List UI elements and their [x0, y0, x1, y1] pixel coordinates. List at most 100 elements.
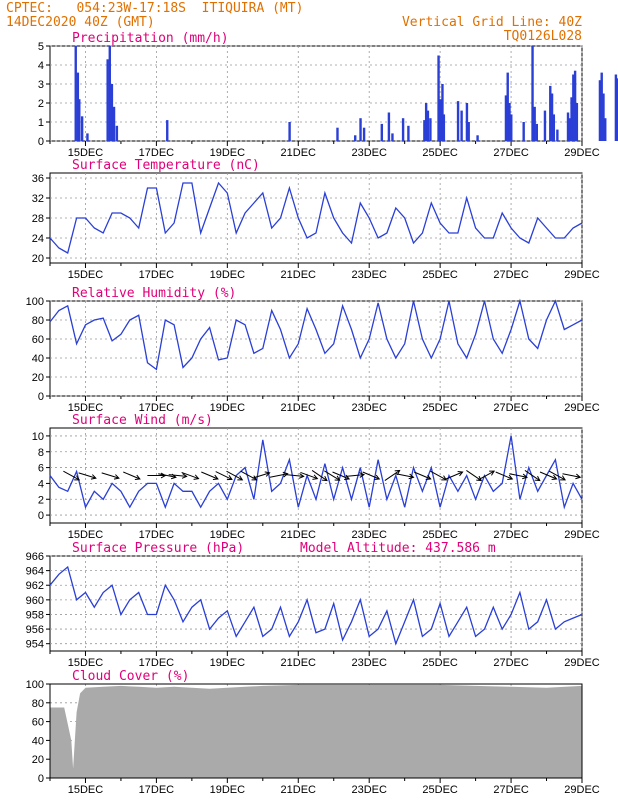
date-label: 25DEC: [422, 147, 458, 159]
y-tick-label: 954: [26, 639, 44, 651]
precip-bar: [600, 72, 603, 141]
precip-bar: [556, 129, 559, 141]
precip-bar: [504, 95, 508, 141]
precip-bar: [573, 70, 577, 141]
date-label: 21DEC: [281, 657, 317, 669]
date-label: 29DEC: [564, 784, 600, 796]
y-tick-label: 3: [38, 79, 44, 91]
precip-bar: [543, 110, 547, 141]
y-tick-label: 2: [38, 494, 44, 506]
precip-bar: [570, 97, 573, 141]
wind-arrow: [395, 473, 415, 480]
precip-bar: [552, 114, 556, 141]
panel-5: Surface Pressure (hPa) Model Altitude: 43…: [26, 541, 600, 669]
wind-arrow: [539, 471, 558, 481]
precip-bar: [522, 122, 525, 141]
y-tick-label: 24: [32, 233, 44, 245]
precip-bar: [572, 74, 575, 141]
precip-bar: [424, 103, 428, 141]
precip-bar: [407, 125, 410, 141]
date-label: 27DEC: [493, 269, 529, 281]
panel-frame-top: [49, 683, 583, 779]
precip-bar: [604, 118, 607, 141]
precip-bar: [110, 84, 114, 141]
y-tick-label: 964: [26, 566, 44, 578]
date-label: 23DEC: [351, 657, 387, 669]
precip-bar: [429, 118, 432, 141]
panel-title: Relative Humidity (%): [72, 286, 236, 301]
y-tick-label: 956: [26, 624, 44, 636]
precip-bar: [76, 72, 80, 141]
date-label: 25DEC: [422, 529, 458, 541]
date-label: 15DEC: [68, 269, 104, 281]
wind-arrow: [384, 469, 401, 481]
date-label: 23DEC: [351, 147, 387, 159]
panel-1: Precipitation (mm/h) 0 1 2 3 4 5 15DEC 17DEC 19DE…: [38, 31, 618, 159]
precip-bar: [549, 85, 552, 141]
y-tick-label: 6: [38, 463, 44, 475]
y-tick-label: 1: [38, 117, 44, 129]
precip-bar: [288, 122, 291, 141]
wind-arrow: [300, 471, 319, 480]
y-tick-label: 0: [38, 136, 44, 148]
precip-bar: [535, 123, 539, 141]
y-tick-label: 100: [26, 679, 44, 691]
panel-title: Surface Wind (m/s): [72, 413, 213, 428]
precip-bar: [533, 106, 536, 141]
date-label: 25DEC: [422, 657, 458, 669]
panel-title: Cloud Cover (%): [72, 669, 189, 684]
y-tick-label: 0: [38, 391, 44, 403]
series-line: [49, 181, 583, 254]
y-tick-label: 20: [32, 754, 44, 766]
header-run-time: 14DEC2020 40Z (GMT): [6, 15, 155, 30]
date-label: 23DEC: [351, 784, 387, 796]
wind-arrow: [311, 470, 328, 482]
y-tick-label: 60: [32, 717, 44, 729]
header-station: CPTEC: 054:23W-17:18S ITIQUIRA (MT): [6, 1, 304, 16]
wind-arrow: [509, 473, 529, 480]
panel-frame: [49, 300, 583, 397]
wind-arrow: [215, 471, 233, 481]
y-tick-label: 960: [26, 595, 44, 607]
precip-bar: [568, 118, 571, 141]
wind-arrow: [252, 471, 271, 479]
date-label: 27DEC: [493, 147, 529, 159]
wind-arrow: [181, 471, 200, 480]
y-tick-label: 40: [32, 735, 44, 747]
precip-bar: [423, 120, 426, 141]
y-tick-label: 40: [32, 353, 44, 365]
y-tick-label: 80: [32, 698, 44, 710]
date-label: 25DEC: [422, 784, 458, 796]
y-tick-label: 966: [26, 551, 44, 563]
precip-bar: [437, 55, 440, 141]
wind-arrow: [478, 470, 496, 481]
y-tick-label: 8: [38, 447, 44, 459]
wind-arrow: [63, 470, 81, 481]
wind-arrow: [362, 471, 381, 481]
date-label: 19DEC: [210, 529, 246, 541]
panel-2: Surface Temperature (nC) 20 24 28 32 36 15DEC 1…: [32, 158, 600, 281]
wind-arrow: [346, 472, 366, 478]
wind-arrow: [495, 471, 514, 481]
panel-annotation: Model Altitude: 437.586 m: [300, 541, 496, 556]
precip-bar: [112, 106, 116, 141]
precip-bar: [566, 112, 570, 141]
wind-arrow: [123, 471, 141, 481]
panel-title: Surface Temperature (nC): [72, 158, 260, 173]
cloud-area: [50, 684, 582, 778]
date-label: 29DEC: [564, 269, 600, 281]
precip-bar: [508, 103, 511, 141]
wind-arrow: [101, 472, 120, 480]
precip-bar: [108, 46, 111, 141]
precip-bar: [598, 80, 602, 141]
date-label: 15DEC: [68, 147, 104, 159]
y-tick-label: 4: [38, 478, 44, 490]
precip-bar: [456, 101, 460, 141]
panel-title: Surface Pressure (hPa): [72, 541, 244, 556]
precip-bar: [380, 123, 384, 141]
date-label: 23DEC: [351, 269, 387, 281]
y-tick-label: 32: [32, 193, 44, 205]
precip-bar: [550, 93, 554, 141]
date-label: 19DEC: [210, 657, 246, 669]
panel-4: Surface Wind (m/s) 0 2 4 6 8 10 15DEC 17DEC 19DEC…: [32, 413, 600, 541]
